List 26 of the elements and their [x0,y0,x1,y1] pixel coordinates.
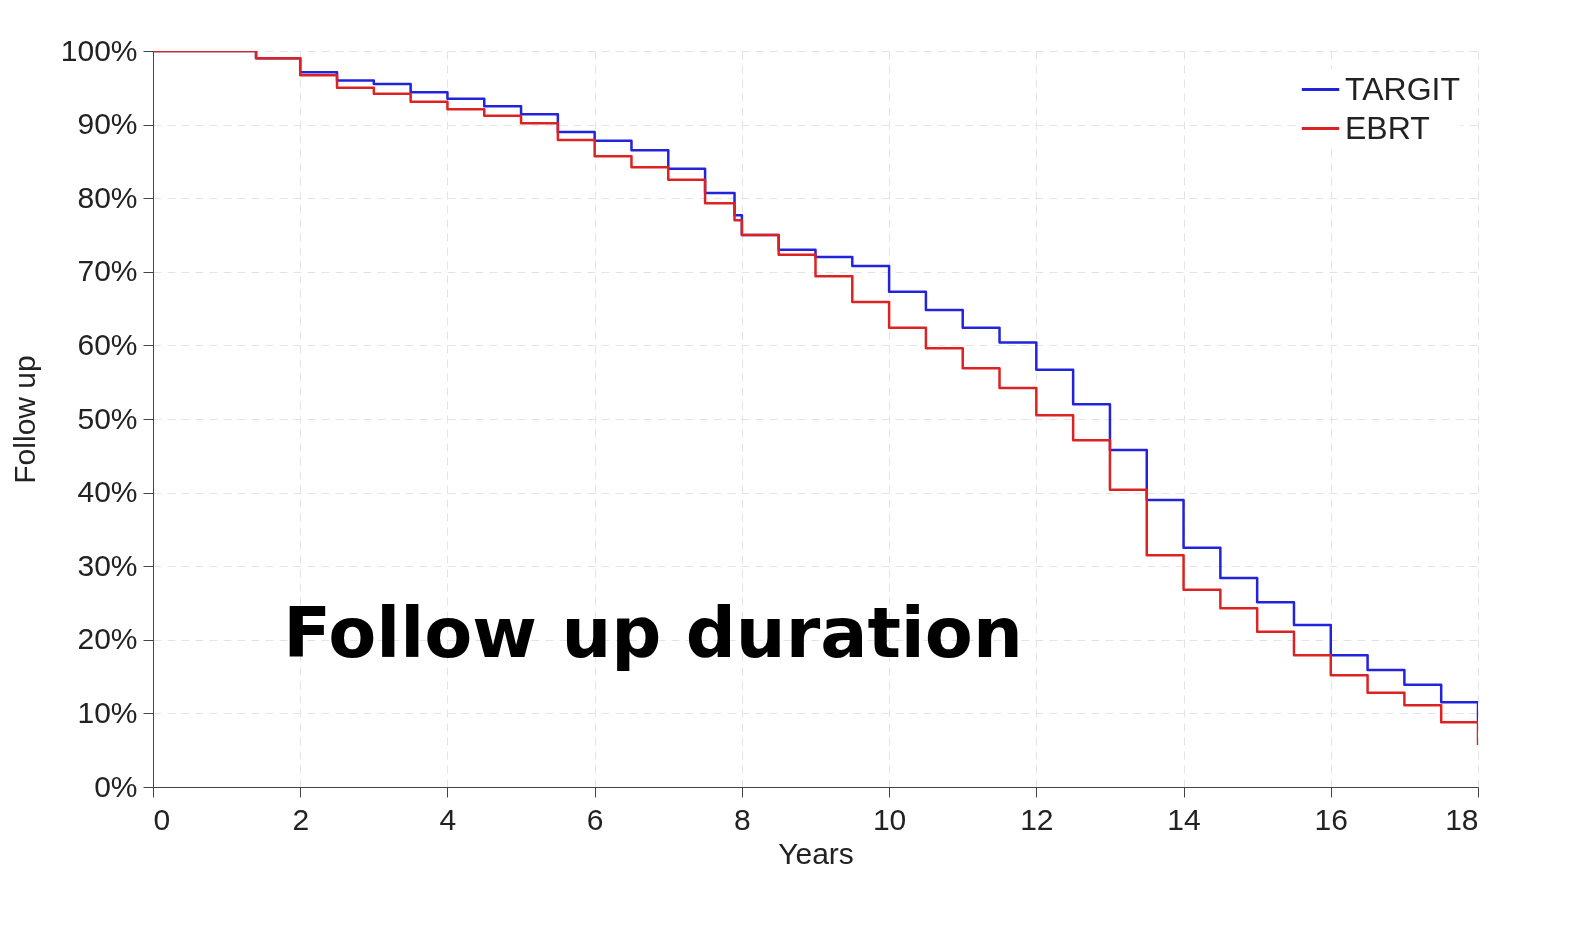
x-tick-label: 2 [292,802,310,836]
legend-label: TARGIT [1345,70,1460,107]
y-tick-label: 20% [77,622,138,656]
y-tick-label: 10% [77,695,138,729]
x-tick-label: 10 [872,802,907,836]
x-tick-label: 16 [1314,802,1348,836]
y-tick-label: 80% [77,180,138,214]
x-tick-label: 0 [153,802,171,836]
legend-label: EBRT [1345,109,1430,146]
y-tick-label: 40% [77,475,138,509]
x-axis-title: Years [778,836,854,870]
annotation: Follow up duration [283,592,1023,674]
x-tick-label: 8 [734,802,751,836]
y-tick-label: 50% [77,401,138,435]
y-tick-label: 0% [94,769,138,803]
y-tick-label: 30% [77,548,138,582]
y-tick-label: 60% [77,327,138,361]
x-tick-label: 18 [1445,802,1479,836]
x-tick-label: 12 [1020,802,1054,836]
x-tick-label: 6 [586,802,604,836]
y-tick-label: 100% [60,33,138,67]
x-tick-label: 4 [439,802,457,836]
y-axis-title: Follow up [7,355,41,484]
y-tick-label: 90% [77,107,138,141]
x-tick-label: 14 [1167,802,1201,836]
y-tick-label: 70% [77,254,138,288]
